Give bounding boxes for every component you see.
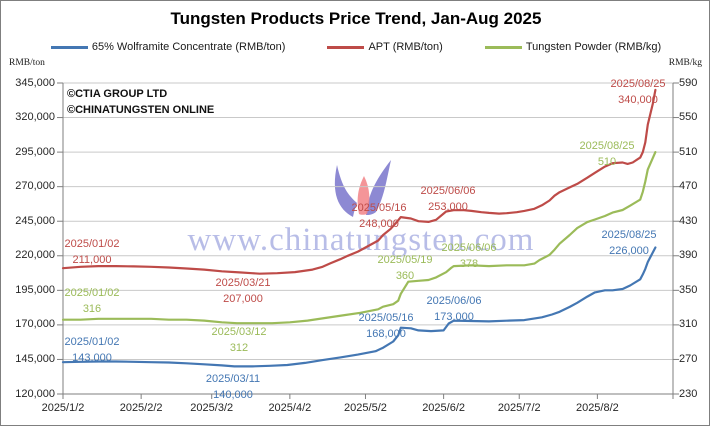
y-axis-left-tick-label: 170,000: [15, 318, 55, 331]
annotation-date: 2025/05/16: [358, 312, 414, 324]
annotation-value: 340,000: [618, 93, 658, 106]
y-axis-left-tick-label: 270,000: [15, 180, 55, 193]
annotation-value: 253,000: [428, 200, 468, 213]
right-axis-unit-label: RMB/kg: [668, 58, 702, 68]
data-annotation: 2025/01/02 316: [64, 286, 119, 317]
annotation-date: 2025/06/06: [420, 185, 476, 197]
y-axis-left-tick-label: 145,000: [15, 352, 55, 365]
x-axis-tick-label: 2025/5/2: [344, 402, 387, 414]
data-annotation: 2025/03/12 312: [211, 325, 266, 356]
annotation-date: 2025/08/25: [601, 229, 657, 241]
legend-line-swatch: [327, 45, 365, 49]
legend-line-swatch: [50, 45, 88, 49]
y-axis-right-tick-label: 310: [679, 318, 698, 331]
chinatungsten-logo-icon: [334, 160, 391, 217]
annotation-value: 168,000: [366, 327, 406, 340]
data-annotation: 2025/05/16 248,000: [351, 201, 406, 232]
y-axis-right-tick-label: 590: [679, 76, 698, 89]
y-axis-right-tick-label: 230: [679, 387, 698, 400]
y-axis-right-tick-label: 550: [679, 111, 698, 124]
data-annotation: 2025/05/19 360: [377, 253, 432, 284]
annotation-date: 2025/01/02: [64, 336, 120, 348]
annotation-date: 2025/05/16: [351, 202, 407, 214]
legend-item-1: APT (RMB/ton): [327, 41, 443, 53]
x-axis-tick-label: 2025/3/2: [190, 402, 234, 414]
annotation-date: 2025/03/12: [211, 326, 267, 338]
y-axis-left-tick-label: 320,000: [15, 111, 55, 124]
copyright-line-2: ©CHINATUNGSTEN ONLINE: [67, 104, 215, 116]
x-axis-tick-label: 2025/2/2: [119, 402, 163, 414]
series-line-tungsten-powder-rmb-kg-: [61, 151, 657, 325]
y-axis-left-tick-label: 245,000: [15, 214, 55, 227]
y-axis-left-tick-label: 120,000: [15, 387, 55, 400]
watermark-text: www.chinatungsten.com: [187, 222, 535, 258]
annotation-date: 2025/03/11: [205, 373, 261, 385]
data-annotation: 2025/06/06 173,000: [426, 294, 481, 325]
legend-item-2: Tungsten Powder (RMB/kg): [484, 41, 662, 53]
annotation-date: 2025/01/02: [64, 238, 120, 250]
y-axis-right-tick-label: 390: [679, 249, 698, 262]
y-axis-left-tick-label: 295,000: [15, 145, 55, 158]
annotation-value: 378: [459, 257, 479, 270]
annotation-date: 2025/01/02: [64, 287, 120, 299]
legend-line-swatch: [484, 45, 522, 49]
annotation-value: 360: [395, 269, 415, 282]
x-axis-tick-label: 2025/1/2: [41, 402, 85, 414]
annotation-date: 2025/05/19: [377, 254, 433, 266]
annotation-value: 248,000: [359, 217, 399, 230]
data-annotation: 2025/06/06 378: [441, 241, 496, 272]
y-axis-right-tick-label: 350: [679, 283, 698, 296]
annotation-date: 2025/06/06: [441, 242, 497, 254]
data-annotation: 2025/08/25 340,000: [610, 77, 665, 108]
x-axis-tick-label: 2025/4/2: [268, 402, 312, 414]
annotation-date: 2025/03/21: [215, 277, 271, 289]
y-axis-right-tick-label: 510: [679, 145, 698, 158]
y-axis-right-tick-label: 470: [679, 180, 698, 193]
left-axis-unit-label: RMB/ton: [9, 58, 45, 68]
annotation-value: 140,000: [213, 388, 253, 401]
annotation-value: 143,000: [72, 351, 112, 364]
data-annotation: 2025/03/21 207,000: [215, 276, 270, 307]
data-annotation: 2025/01/02 211,000: [64, 237, 119, 268]
x-axis-tick-label: 2025/7/2: [497, 402, 541, 414]
y-axis-left-tick-label: 220,000: [15, 249, 55, 262]
annotation-value: 173,000: [434, 310, 474, 323]
data-annotation: 2025/05/16 168,000: [358, 311, 413, 342]
legend-label: 65% Wolframite Concentrate (RMB/ton): [91, 41, 286, 53]
annotation-value: 207,000: [223, 292, 263, 305]
data-annotation: 2025/03/11 140,000: [206, 372, 260, 403]
copyright-line-1: ©CTIA GROUP LTD: [67, 88, 168, 100]
data-annotation: 2025/08/25 510: [579, 139, 634, 170]
annotation-value: 312: [229, 341, 249, 354]
annotation-value: 211,000: [72, 253, 112, 266]
annotation-date: 2025/08/25: [579, 140, 635, 152]
data-annotation: 2025/06/06 253,000: [420, 184, 475, 215]
x-axis-tick-label: 2025/6/2: [422, 402, 466, 414]
copyright-text: ©CTIA GROUP LTD ©CHINATUNGSTEN ONLINE: [67, 86, 214, 118]
annotation-value: 226,000: [609, 244, 649, 257]
chart-legend: 65% Wolframite Concentrate (RMB/ton) APT …: [1, 41, 709, 53]
legend-label: APT (RMB/ton): [368, 41, 443, 53]
data-annotation: 2025/01/02 143,000: [64, 335, 119, 366]
y-axis-right-tick-label: 270: [679, 352, 698, 365]
y-axis-left-tick-label: 195,000: [15, 283, 55, 296]
y-axis-right-tick-label: 430: [679, 214, 698, 227]
y-axis-left-tick-label: 345,000: [15, 76, 55, 89]
annotation-date: 2025/06/06: [426, 295, 482, 307]
chart-title: Tungsten Products Price Trend, Jan-Aug 2…: [170, 9, 542, 28]
series-line-apt-rmb-ton-: [61, 88, 657, 275]
annotation-date: 2025/08/25: [610, 78, 666, 90]
annotation-value: 510: [597, 155, 617, 168]
legend-label: Tungsten Powder (RMB/kg): [525, 41, 662, 53]
annotation-value: 316: [82, 302, 102, 315]
data-annotation: 2025/08/25 226,000: [601, 228, 656, 259]
legend-item-0: 65% Wolframite Concentrate (RMB/ton): [50, 41, 286, 53]
x-axis-tick-label: 2025/8/2: [575, 402, 619, 414]
series-line-65-wolframite-concentrate-rmb-ton-: [61, 246, 657, 368]
